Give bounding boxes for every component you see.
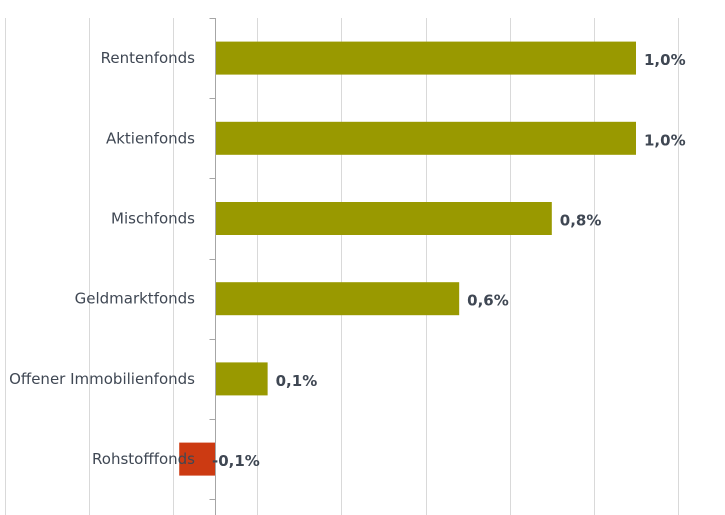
value-label: 0,1% [276, 372, 318, 390]
value-label: 1,0% [644, 51, 686, 69]
category-label: Aktienfonds [106, 129, 195, 147]
bar [215, 41, 636, 75]
bars [179, 41, 636, 476]
value-labels: 1,0% 1,0% 0,8% 0,6% 0,1% -0,1% [212, 51, 686, 470]
category-label: Geldmarktfonds [75, 290, 196, 308]
bar [215, 282, 460, 316]
category-label: Offener Immobilienfonds [9, 370, 195, 388]
category-label: Rentenfonds [101, 49, 196, 67]
value-label: 0,8% [560, 212, 602, 230]
bar [215, 202, 552, 235]
gridlines [5, 18, 679, 515]
category-axis [209, 18, 216, 515]
category-label: Rohstofffonds [92, 450, 195, 468]
value-label: 1,0% [644, 131, 686, 149]
bar [215, 121, 636, 155]
category-labels: Rentenfonds Aktienfonds Mischfonds Geldmark… [9, 49, 195, 468]
category-label: Mischfonds [111, 210, 195, 228]
bar [215, 362, 268, 396]
bar [179, 442, 215, 476]
value-label: 0,6% [467, 292, 509, 310]
value-label: -0,1% [212, 452, 260, 470]
